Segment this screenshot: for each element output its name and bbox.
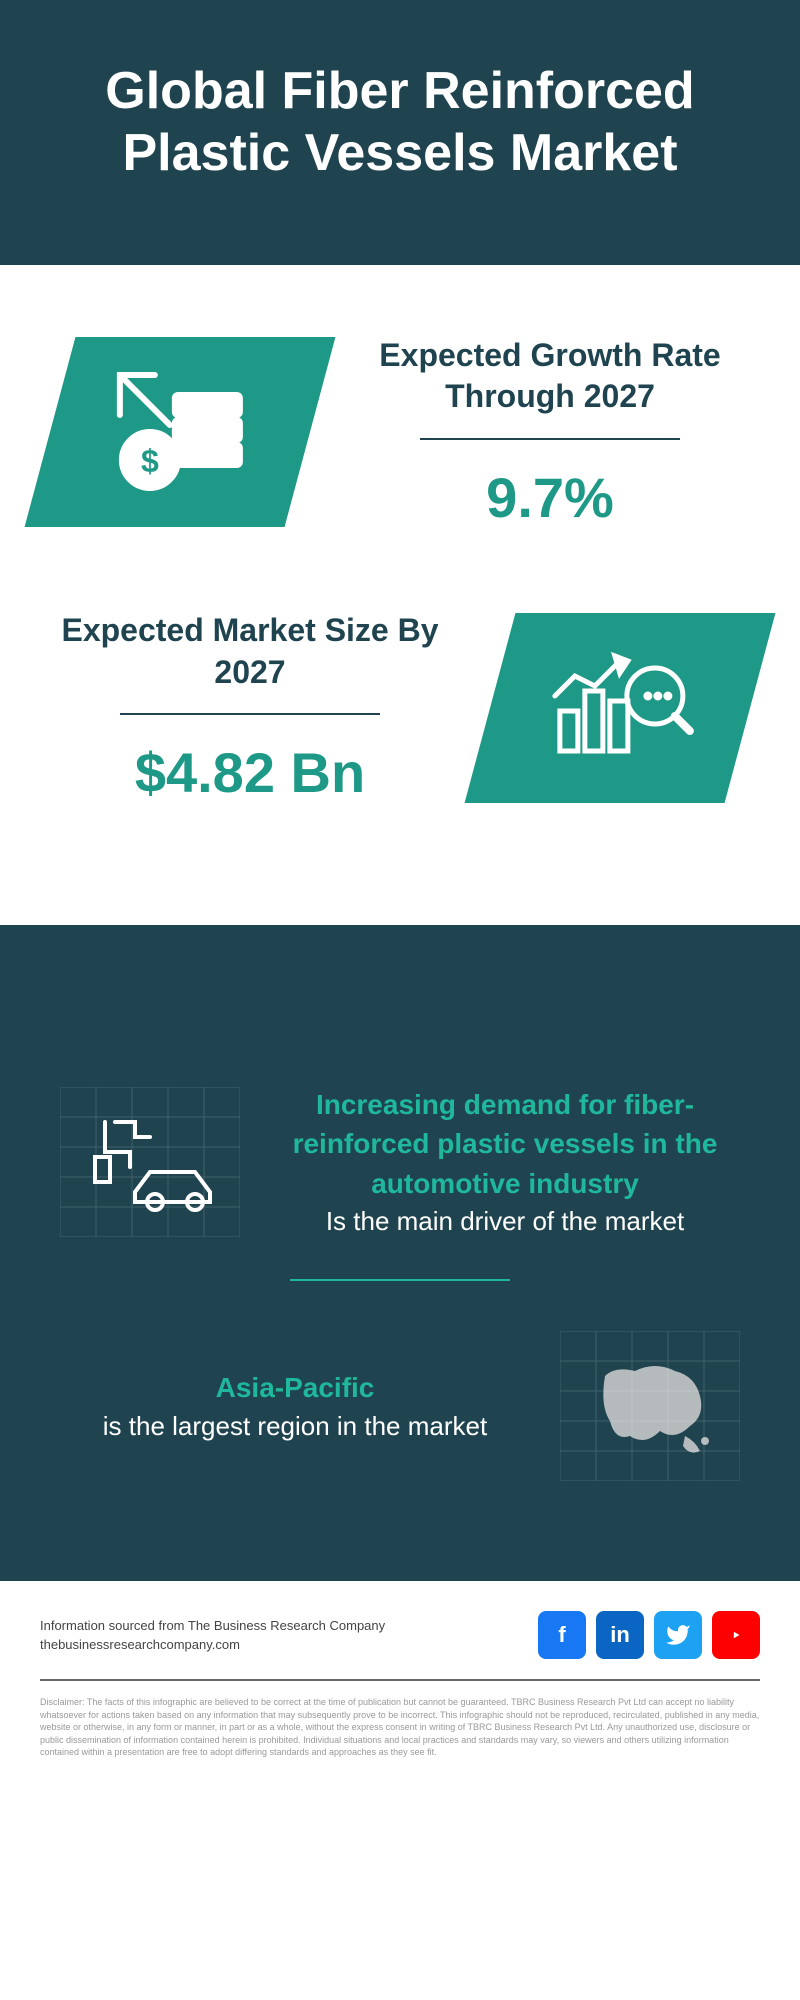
money-growth-icon: $ (100, 365, 260, 495)
footer-divider (40, 1679, 760, 1681)
stats-section: $ Expected Growth Rate Through 2027 9.7% (0, 265, 800, 925)
driver-row: Increasing demand for fiber-reinforced p… (60, 1085, 740, 1239)
divider (120, 713, 380, 715)
header-banner: Global Fiber Reinforced Plastic Vessels … (0, 0, 800, 265)
region-text: Asia-Pacific is the largest region in th… (60, 1368, 530, 1444)
size-stat-text: Expected Market Size By 2027 $4.82 Bn (50, 610, 450, 805)
stat-row-growth: $ Expected Growth Rate Through 2027 9.7% (50, 335, 750, 530)
growth-value: 9.7% (350, 465, 750, 530)
driver-text: Increasing demand for fiber-reinforced p… (270, 1085, 740, 1239)
chart-magnify-icon (540, 640, 700, 770)
stat-row-size: Expected Market Size By 2027 $4.82 Bn (50, 610, 750, 805)
asia-map-icon-block (560, 1331, 740, 1481)
footer: Information sourced from The Business Re… (0, 1581, 800, 1779)
divider (420, 438, 680, 440)
source-line1: Information sourced from The Business Re… (40, 1616, 385, 1636)
dark-insights-section: Increasing demand for fiber-reinforced p… (0, 1045, 800, 1581)
region-row: Asia-Pacific is the largest region in th… (60, 1331, 740, 1481)
footer-top: Information sourced from The Business Re… (40, 1611, 760, 1679)
main-title: Global Fiber Reinforced Plastic Vessels … (40, 60, 760, 185)
driver-highlight: Increasing demand for fiber-reinforced p… (270, 1085, 740, 1203)
social-icons: f in (538, 1611, 760, 1659)
size-value: $4.82 Bn (50, 740, 450, 805)
twitter-icon[interactable] (654, 1611, 702, 1659)
disclaimer-text: Disclaimer: The facts of this infographi… (40, 1696, 760, 1759)
growth-stat-text: Expected Growth Rate Through 2027 9.7% (350, 335, 750, 530)
size-icon-block (465, 613, 776, 803)
grid-bg-icon (560, 1331, 740, 1481)
region-highlight: Asia-Pacific (216, 1372, 375, 1403)
dark-divider (290, 1279, 510, 1281)
facebook-icon[interactable]: f (538, 1611, 586, 1659)
linkedin-icon[interactable]: in (596, 1611, 644, 1659)
youtube-icon[interactable] (712, 1611, 760, 1659)
source-line2: thebusinessresearchcompany.com (40, 1635, 385, 1655)
robot-car-icon-block (60, 1087, 240, 1237)
region-subtext: is the largest region in the market (103, 1411, 487, 1441)
skyline-divider (0, 925, 800, 1045)
svg-text:$: $ (141, 443, 159, 479)
driver-subtext: Is the main driver of the market (270, 1203, 740, 1239)
growth-title: Expected Growth Rate Through 2027 (350, 335, 750, 418)
grid-bg-icon (60, 1087, 240, 1237)
footer-source: Information sourced from The Business Re… (40, 1616, 385, 1655)
growth-icon-block: $ (25, 337, 336, 527)
size-title: Expected Market Size By 2027 (50, 610, 450, 693)
